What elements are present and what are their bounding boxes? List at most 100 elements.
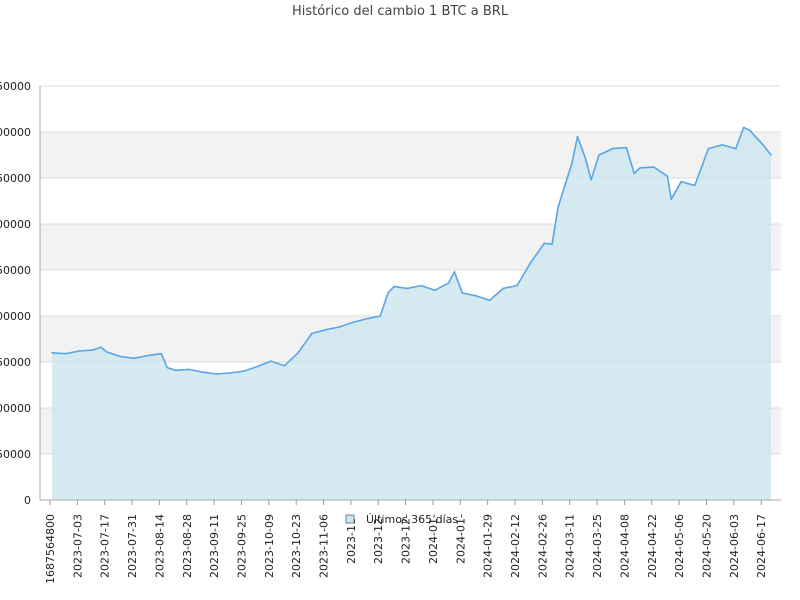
data-point xyxy=(256,365,258,368)
x-tick-label: 2023-09-11 xyxy=(208,514,221,578)
chart-title: Histórico del cambio 1 BTC a BRL xyxy=(292,4,509,19)
x-tick-label: 2023-12- xyxy=(372,514,385,564)
legend-swatch xyxy=(345,514,355,524)
data-point xyxy=(770,154,772,156)
grid-band xyxy=(40,132,781,178)
y-tick-label: 200000 xyxy=(0,310,31,323)
data-point xyxy=(270,360,272,362)
data-point xyxy=(338,326,341,328)
y-tick-label: 50000 xyxy=(0,448,31,461)
y-tick-label: 350000 xyxy=(0,172,31,185)
y-tick-label: 250000 xyxy=(0,264,31,277)
y-tick-label: 400000 xyxy=(0,126,31,139)
data-point xyxy=(639,167,641,169)
data-point xyxy=(557,206,559,209)
data-point xyxy=(160,352,163,355)
data-point xyxy=(100,346,102,349)
x-tick-label: 2023-09-25 xyxy=(235,514,248,578)
data-point xyxy=(461,292,464,294)
data-point xyxy=(201,371,204,373)
data-point xyxy=(502,287,505,290)
data-point xyxy=(625,146,628,149)
data-point xyxy=(283,364,286,367)
x-tick-label: 2024-01-29 xyxy=(482,514,495,578)
x-tick-label: 2023-08-28 xyxy=(181,514,194,578)
data-point xyxy=(174,369,176,372)
data-point xyxy=(434,289,436,292)
x-tick-label: 2023-10-23 xyxy=(290,514,303,578)
data-point xyxy=(529,261,532,264)
data-point xyxy=(453,271,456,273)
x-tick-label: 2024-03-25 xyxy=(591,514,604,578)
data-point xyxy=(242,370,245,373)
data-point xyxy=(680,180,682,183)
data-point xyxy=(584,157,587,159)
data-point xyxy=(379,315,382,317)
x-tick-label: 2024-02-26 xyxy=(536,514,549,578)
x-tick-label: 2023-12- xyxy=(400,514,413,564)
x-tick-label: 2024-02-12 xyxy=(509,514,522,578)
x-axis-ticks: 1687564800 2023-07-03 2023-07-17 2023-07-31… xyxy=(44,500,768,584)
data-point xyxy=(576,135,579,138)
x-tick-label: 1687564800 xyxy=(44,514,57,584)
data-point xyxy=(166,366,168,369)
y-tick-label: 300000 xyxy=(0,218,31,231)
x-tick-label: 2023-07-31 xyxy=(126,514,139,578)
data-point xyxy=(187,368,190,371)
data-point xyxy=(633,172,635,175)
x-tick-label: 2023-11- xyxy=(345,514,358,564)
data-point xyxy=(92,349,94,351)
legend[interactable]: Últimos 365 días xyxy=(345,513,458,526)
data-point xyxy=(611,147,614,150)
series-area-layer xyxy=(51,126,772,501)
data-point xyxy=(393,285,395,288)
data-point xyxy=(652,166,655,168)
x-tick-label: 2024-01- xyxy=(427,514,440,564)
data-point xyxy=(324,329,327,331)
y-tick-label: 450000 xyxy=(0,80,31,93)
x-tick-label: 2024-03-11 xyxy=(564,514,577,578)
data-point xyxy=(146,354,149,357)
data-point xyxy=(297,352,299,354)
data-point xyxy=(565,181,567,184)
data-point xyxy=(570,163,573,165)
data-point xyxy=(735,147,737,150)
data-point xyxy=(598,154,600,156)
data-point xyxy=(133,357,135,360)
x-tick-label: 2024-04-22 xyxy=(646,514,659,578)
data-point xyxy=(707,147,710,150)
legend-label: Últimos 365 días xyxy=(366,513,458,526)
data-point xyxy=(543,242,546,245)
data-point xyxy=(670,198,673,200)
data-point xyxy=(78,350,81,352)
data-point xyxy=(387,292,389,294)
x-tick-label: 2023-10-09 xyxy=(263,514,276,578)
data-point xyxy=(721,144,723,146)
x-tick-label: 2024-06-17 xyxy=(755,514,768,578)
data-point xyxy=(590,179,592,181)
data-point xyxy=(51,352,53,354)
data-point xyxy=(666,175,669,177)
data-point xyxy=(64,352,67,355)
series-area xyxy=(52,127,771,501)
data-point xyxy=(105,351,108,353)
data-point xyxy=(119,355,122,358)
data-point xyxy=(365,318,368,320)
data-point xyxy=(742,126,745,129)
y-tick-label: 0 xyxy=(24,494,31,507)
x-tick-label: 2024-04-08 xyxy=(618,514,631,578)
x-tick-label: 2024-05-06 xyxy=(673,514,686,578)
data-point xyxy=(475,295,477,297)
data-point xyxy=(694,184,696,187)
data-point xyxy=(447,282,450,284)
x-tick-label: 2023-07-17 xyxy=(99,514,112,578)
x-tick-label: 2024-01- xyxy=(454,514,467,564)
y-tick-label: 150000 xyxy=(0,356,31,369)
y-axis-ticks: 0 50000 100000 150000 200000 250000 300000 3500… xyxy=(0,80,31,507)
axes xyxy=(39,86,781,501)
data-point xyxy=(516,284,518,287)
data-point xyxy=(352,321,354,324)
x-tick-label: 2024-06-03 xyxy=(728,514,741,578)
data-point xyxy=(762,144,764,146)
x-tick-label: 2023-07-03 xyxy=(71,514,84,578)
